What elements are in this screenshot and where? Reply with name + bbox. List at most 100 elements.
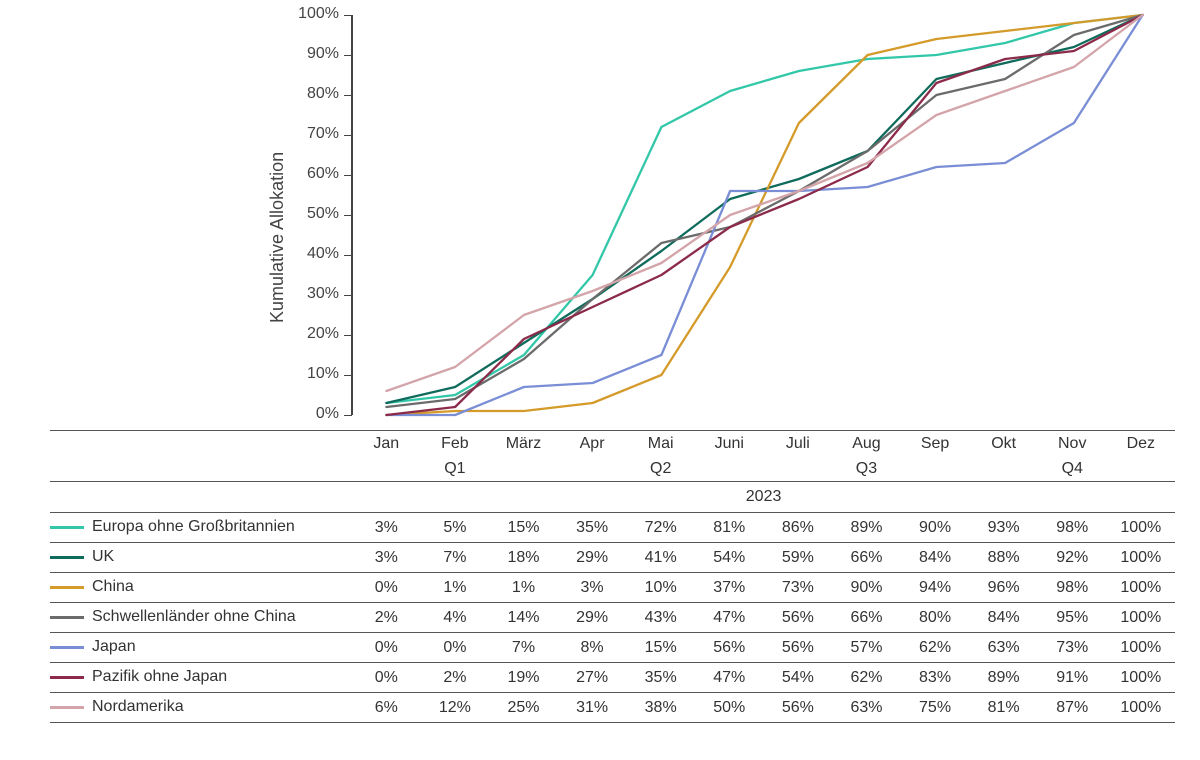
- month-header: Aug: [832, 431, 901, 457]
- value-cell: 81%: [695, 513, 764, 543]
- series-line-3: [386, 15, 1142, 407]
- value-cell: 15%: [626, 633, 695, 663]
- value-cell: 54%: [764, 663, 833, 693]
- series-line-2: [386, 15, 1142, 415]
- y-tick: [344, 335, 352, 336]
- year-row: 2023: [50, 482, 1175, 513]
- legend-swatch: [50, 586, 84, 589]
- table-row: UK3%7%18%29%41%54%59%66%84%88%92%100%: [50, 543, 1175, 573]
- y-tick-label: 30%: [289, 285, 339, 303]
- quarter-header: Q2: [626, 457, 695, 482]
- value-cell: 84%: [901, 543, 970, 573]
- value-cell: 38%: [626, 693, 695, 723]
- value-cell: 37%: [695, 573, 764, 603]
- month-header: Nov: [1038, 431, 1107, 457]
- value-cell: 89%: [969, 663, 1038, 693]
- y-tick-label: 60%: [289, 165, 339, 183]
- value-cell: 100%: [1107, 513, 1176, 543]
- value-cell: 14%: [489, 603, 558, 633]
- y-tick: [344, 55, 352, 56]
- legend-cell: Japan: [50, 633, 352, 663]
- value-cell: 72%: [626, 513, 695, 543]
- y-tick: [344, 415, 352, 416]
- y-tick: [344, 215, 352, 216]
- value-cell: 15%: [489, 513, 558, 543]
- y-tick-label: 80%: [289, 85, 339, 103]
- y-tick-label: 100%: [289, 5, 339, 23]
- value-cell: 29%: [558, 603, 627, 633]
- value-cell: 0%: [352, 663, 421, 693]
- value-cell: 96%: [969, 573, 1038, 603]
- y-tick: [344, 255, 352, 256]
- series-name: Nordamerika: [92, 698, 184, 715]
- y-axis-title: Kumulative Allokation: [267, 152, 288, 323]
- table-row: China0%1%1%3%10%37%73%90%94%96%98%100%: [50, 573, 1175, 603]
- quarter-header: Q4: [1038, 457, 1107, 482]
- value-cell: 59%: [764, 543, 833, 573]
- month-header: Mai: [626, 431, 695, 457]
- value-cell: 90%: [832, 573, 901, 603]
- value-cell: 3%: [352, 543, 421, 573]
- value-cell: 81%: [969, 693, 1038, 723]
- value-cell: 0%: [352, 633, 421, 663]
- month-header: Okt: [969, 431, 1038, 457]
- series-name: China: [92, 578, 134, 595]
- value-cell: 98%: [1038, 513, 1107, 543]
- value-cell: 50%: [695, 693, 764, 723]
- value-cell: 89%: [832, 513, 901, 543]
- value-cell: 93%: [969, 513, 1038, 543]
- legend-swatch: [50, 526, 84, 529]
- value-cell: 19%: [489, 663, 558, 693]
- value-cell: 100%: [1107, 543, 1176, 573]
- value-cell: 3%: [352, 513, 421, 543]
- month-header: Apr: [558, 431, 627, 457]
- value-cell: 86%: [764, 513, 833, 543]
- value-cell: 29%: [558, 543, 627, 573]
- value-cell: 3%: [558, 573, 627, 603]
- value-cell: 62%: [901, 633, 970, 663]
- legend-swatch: [50, 646, 84, 649]
- series-line-6: [386, 15, 1142, 391]
- legend-cell: Pazifik ohne Japan: [50, 663, 352, 693]
- value-cell: 56%: [695, 633, 764, 663]
- value-cell: 7%: [421, 543, 490, 573]
- value-cell: 7%: [489, 633, 558, 663]
- y-tick-label: 20%: [289, 325, 339, 343]
- value-cell: 80%: [901, 603, 970, 633]
- legend-swatch: [50, 616, 84, 619]
- y-tick-label: 40%: [289, 245, 339, 263]
- figure-root: 0%10%20%30%40%50%60%70%80%90%100%Kumulat…: [0, 0, 1200, 760]
- value-cell: 84%: [969, 603, 1038, 633]
- month-header: Jan: [352, 431, 421, 457]
- value-cell: 100%: [1107, 603, 1176, 633]
- table-row: Schwellenländer ohne China2%4%14%29%43%4…: [50, 603, 1175, 633]
- quarter-header: Q3: [832, 457, 901, 482]
- y-tick-label: 50%: [289, 205, 339, 223]
- series-name: UK: [92, 548, 114, 565]
- value-cell: 0%: [352, 573, 421, 603]
- value-cell: 100%: [1107, 633, 1176, 663]
- y-tick: [344, 295, 352, 296]
- series-name: Europa ohne Großbritannien: [92, 518, 295, 535]
- table-row: Japan0%0%7%8%15%56%56%57%62%63%73%100%: [50, 633, 1175, 663]
- months-row: JanFebMärzAprMaiJuniJuliAugSepOktNovDez: [50, 431, 1175, 457]
- legend-cell: Schwellenländer ohne China: [50, 603, 352, 633]
- value-cell: 63%: [969, 633, 1038, 663]
- chart-region: 0%10%20%30%40%50%60%70%80%90%100%Kumulat…: [0, 0, 1177, 415]
- y-tick: [344, 95, 352, 96]
- table-row: Nordamerika6%12%25%31%38%50%56%63%75%81%…: [50, 693, 1175, 723]
- month-header: Juli: [764, 431, 833, 457]
- value-cell: 73%: [1038, 633, 1107, 663]
- value-cell: 25%: [489, 693, 558, 723]
- value-cell: 47%: [695, 603, 764, 633]
- y-tick-label: 70%: [289, 125, 339, 143]
- y-tick-label: 10%: [289, 365, 339, 383]
- data-table: JanFebMärzAprMaiJuniJuliAugSepOktNovDezQ…: [50, 430, 1175, 723]
- value-cell: 98%: [1038, 573, 1107, 603]
- value-cell: 31%: [558, 693, 627, 723]
- y-tick-label: 90%: [289, 45, 339, 63]
- legend-swatch: [50, 556, 84, 559]
- value-cell: 88%: [969, 543, 1038, 573]
- month-header: Dez: [1107, 431, 1176, 457]
- value-cell: 100%: [1107, 693, 1176, 723]
